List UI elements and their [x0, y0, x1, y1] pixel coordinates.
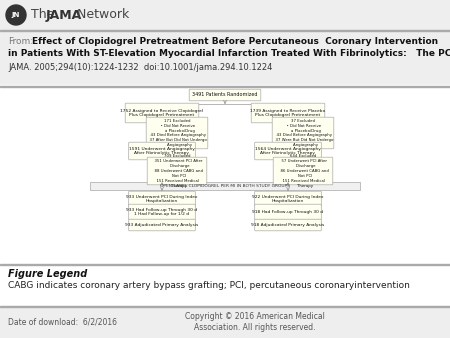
Bar [0, 0, 450, 30]
Text: JN: JN [12, 12, 20, 18]
FancyBboxPatch shape [129, 204, 195, 220]
Text: 922 Underwent PCI During Index
Hospitalization: 922 Underwent PCI During Index Hospitali… [252, 195, 324, 203]
FancyBboxPatch shape [147, 157, 207, 185]
FancyBboxPatch shape [129, 142, 195, 160]
Text: Copyright © 2016 American Medical
Association. All rights reserved.: Copyright © 2016 American Medical Associ… [185, 312, 325, 332]
Bar [0, 86, 450, 87]
Text: 933 Had Follow-up Through 30 d
1 Had Follow-up for 1/2 d: 933 Had Follow-up Through 30 d 1 Had Fol… [126, 208, 198, 216]
FancyBboxPatch shape [125, 103, 199, 123]
Text: 1564 Underwent Angiography
After Fibrinolytic Therapy: 1564 Underwent Angiography After Fibrino… [255, 147, 321, 155]
Text: 918 Had Follow-up Through 30 d: 918 Had Follow-up Through 30 d [252, 210, 324, 214]
Text: 933 Adjudicated Primary Analysis: 933 Adjudicated Primary Analysis [126, 223, 198, 227]
Text: JAMA: JAMA [46, 8, 82, 22]
Text: 644 Excluded
  57 Underwent PCI After
    Discharge
  86 Underwent CABG and
    : 644 Excluded 57 Underwent PCI After Disc… [278, 154, 328, 188]
FancyBboxPatch shape [255, 191, 321, 207]
Bar [0, 264, 450, 306]
Text: 1752 Assigned to Receive Clopidogrel
Plus Clopidogrel Pretreatment: 1752 Assigned to Receive Clopidogrel Plu… [121, 108, 203, 117]
Text: 709 Excluded
  351 Underwent PCI After
    Discharge
  88 Underwent CABG and
   : 709 Excluded 351 Underwent PCI After Dis… [152, 154, 202, 188]
Text: Network: Network [73, 8, 129, 22]
Text: 933 Underwent PCI During Index
Hospitalization: 933 Underwent PCI During Index Hospitali… [126, 195, 198, 203]
Bar [0, 306, 450, 338]
Bar [0, 264, 450, 265]
Text: Figure Legend: Figure Legend [8, 269, 87, 279]
Text: Effect of Clopidogrel Pretreatment Before Percutaneous  Coronary Intervention: Effect of Clopidogrel Pretreatment Befor… [32, 37, 438, 46]
FancyBboxPatch shape [255, 204, 321, 220]
Bar [0, 29, 450, 31]
FancyBboxPatch shape [251, 103, 325, 123]
Text: CABG indicates coronary artery bypass grafting; PCI, percutaneous coronaryinterv: CABG indicates coronary artery bypass gr… [8, 281, 410, 290]
Bar [90, 182, 360, 190]
Text: 918 Adjudicated Primary Analysis: 918 Adjudicated Primary Analysis [252, 223, 324, 227]
FancyBboxPatch shape [90, 182, 360, 190]
Text: 37 Excluded
  • Did Not Receive
    a Placebo/Drug
  43 Died Before Angiography
: 37 Excluded • Did Not Receive a Placebo/… [273, 119, 333, 147]
Circle shape [6, 5, 26, 25]
FancyBboxPatch shape [273, 157, 333, 185]
FancyBboxPatch shape [255, 142, 321, 160]
Text: OPEN-LABEL CLOPIDOGREL PER MI IN BOTH STUDY GROUPS: OPEN-LABEL CLOPIDOGREL PER MI IN BOTH ST… [160, 184, 290, 188]
Text: The: The [31, 8, 58, 22]
FancyBboxPatch shape [272, 117, 334, 149]
Text: From:: From: [8, 37, 33, 46]
Text: in Patients With ST-Elevation Myocardial Infarction Treated With Fibrinolytics: : in Patients With ST-Elevation Myocardial… [8, 49, 450, 58]
FancyBboxPatch shape [129, 219, 195, 231]
Bar [0, 306, 450, 307]
Text: Date of download:  6/2/2016: Date of download: 6/2/2016 [8, 317, 117, 327]
Text: 171 Excluded
  • Did Not Receive
    a Placebo/Drug
  43 Died Before Angiography: 171 Excluded • Did Not Receive a Placebo… [147, 119, 207, 147]
FancyBboxPatch shape [146, 117, 208, 149]
Bar [0, 85, 450, 264]
FancyBboxPatch shape [129, 191, 195, 207]
Text: JAMA. 2005;294(10):1224-1232  doi:10.1001/jama.294.10.1224: JAMA. 2005;294(10):1224-1232 doi:10.1001… [8, 63, 272, 72]
Text: 3491 Patients Randomized: 3491 Patients Randomized [192, 93, 258, 97]
FancyBboxPatch shape [189, 89, 261, 101]
Text: 1739 Assigned to Receive Placebo
Plus Clopidogrel Pretreatment: 1739 Assigned to Receive Placebo Plus Cl… [251, 108, 325, 117]
Bar [0, 31, 450, 86]
FancyBboxPatch shape [255, 219, 321, 231]
Text: 1591 Underwent Angiography
After Fibrinolytic Therapy: 1591 Underwent Angiography After Fibrino… [129, 147, 195, 155]
